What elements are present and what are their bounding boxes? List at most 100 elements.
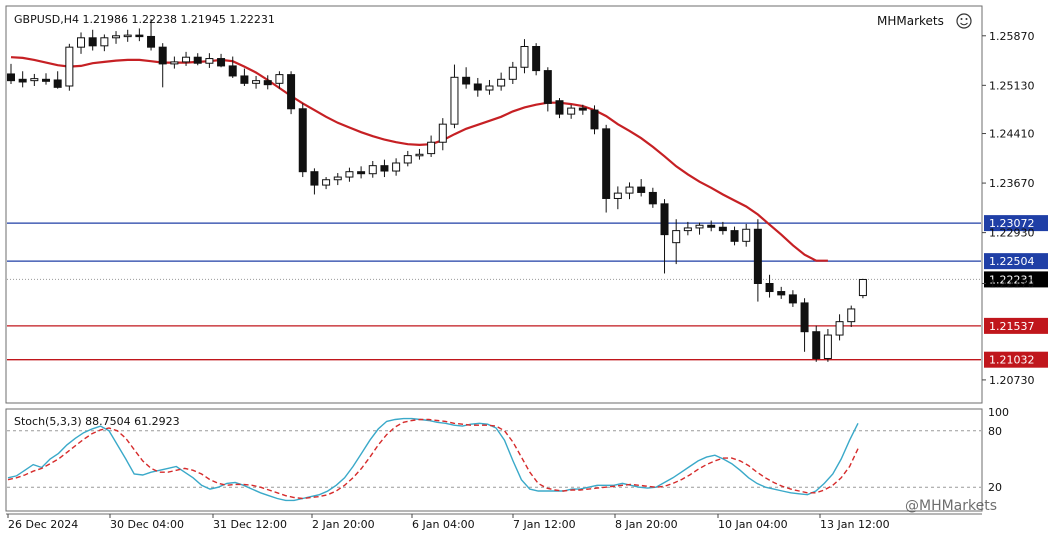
y-tick-label: 1.25130 <box>989 79 1035 92</box>
price-panel-frame <box>5 5 983 404</box>
candle-body <box>672 230 681 244</box>
candle-body <box>520 46 529 68</box>
candle <box>730 226 739 246</box>
candle-body <box>602 128 611 199</box>
candle-body <box>707 224 716 228</box>
candle <box>777 286 786 299</box>
candle <box>602 124 611 213</box>
hline-label-bg <box>984 215 1048 232</box>
hline-label-bg <box>984 253 1048 270</box>
candle-body <box>18 78 27 83</box>
y-tick-label: 1.24410 <box>989 128 1035 141</box>
candle <box>695 222 704 235</box>
stoch-tick-label: 20 <box>988 481 1002 494</box>
candle-body <box>368 165 377 175</box>
candle <box>217 53 226 68</box>
candle <box>438 118 447 151</box>
stoch-tick-label: 80 <box>988 425 1002 438</box>
candle <box>590 105 599 135</box>
candle <box>252 75 261 89</box>
candle-body <box>263 80 272 86</box>
candle <box>415 148 424 160</box>
candle-body <box>77 37 86 48</box>
candle-body <box>65 46 74 87</box>
candle <box>287 71 296 115</box>
candle <box>240 68 249 86</box>
candle-body <box>42 78 51 82</box>
x-tick-label: 6 Jan 04:00 <box>412 518 475 531</box>
candle-body <box>508 66 517 80</box>
watermark-text: @MHMarkets <box>905 498 997 514</box>
stoch-signal-line <box>7 418 859 500</box>
x-tick-label: 13 Jan 12:00 <box>820 518 890 531</box>
candle <box>707 220 716 232</box>
candle-body <box>345 171 354 178</box>
candle <box>147 19 156 51</box>
candle <box>275 71 284 89</box>
candle <box>322 177 331 190</box>
candle-body <box>427 141 436 155</box>
candle-body <box>123 34 132 38</box>
candle-body <box>742 228 751 242</box>
candle <box>380 159 389 178</box>
candle-body <box>543 70 552 104</box>
candle <box>835 314 844 341</box>
x-tick-label: 10 Jan 04:00 <box>718 518 788 531</box>
candle-body <box>135 34 144 38</box>
candle-body <box>205 58 214 64</box>
candle-body <box>147 35 156 48</box>
y-tick-label: 1.22930 <box>989 227 1035 240</box>
candle <box>310 168 319 195</box>
hline-label: 1.21537 <box>989 320 1035 333</box>
hline-label: 1.22231 <box>989 273 1035 286</box>
candle <box>193 53 202 66</box>
candle-body <box>228 65 237 77</box>
candle-body <box>660 203 669 236</box>
candle-body <box>613 192 622 199</box>
candle-body <box>53 79 62 88</box>
candle <box>123 29 132 42</box>
candle-body <box>275 74 284 84</box>
candle-body <box>380 165 389 172</box>
candle <box>53 71 62 89</box>
candle <box>508 61 517 84</box>
candle-body <box>730 230 739 242</box>
candle-body <box>392 162 401 172</box>
candle-body <box>193 56 202 64</box>
candle-body <box>567 107 576 115</box>
candle <box>368 160 377 178</box>
candle-body <box>322 179 331 186</box>
candle-body <box>683 227 692 232</box>
candle <box>450 64 459 129</box>
candle <box>485 79 494 95</box>
stoch-tick-label: 100 <box>988 406 1009 419</box>
x-tick-label: 8 Jan 20:00 <box>615 518 678 531</box>
candle <box>742 223 751 247</box>
hline-label-bg <box>984 271 1048 288</box>
candle <box>532 43 541 76</box>
candle <box>847 305 856 328</box>
candle <box>7 63 15 84</box>
candle <box>182 51 191 66</box>
candle-body <box>847 308 856 323</box>
candle <box>392 158 401 176</box>
candle-body <box>625 186 634 194</box>
candle <box>112 31 121 44</box>
candle-body <box>357 171 366 175</box>
candle <box>77 32 86 54</box>
hline-label-bg <box>984 351 1048 368</box>
candle <box>858 278 867 299</box>
candle-body <box>473 83 482 91</box>
x-tick-label: 7 Jan 12:00 <box>513 518 576 531</box>
candle-body <box>7 73 15 82</box>
candle-body <box>823 334 832 359</box>
smiley-icon <box>956 13 972 29</box>
candle <box>65 43 74 91</box>
candle-body <box>858 278 867 297</box>
candle <box>497 72 506 91</box>
candle <box>788 290 797 307</box>
candle-body <box>648 191 657 205</box>
candle-body <box>403 155 412 164</box>
